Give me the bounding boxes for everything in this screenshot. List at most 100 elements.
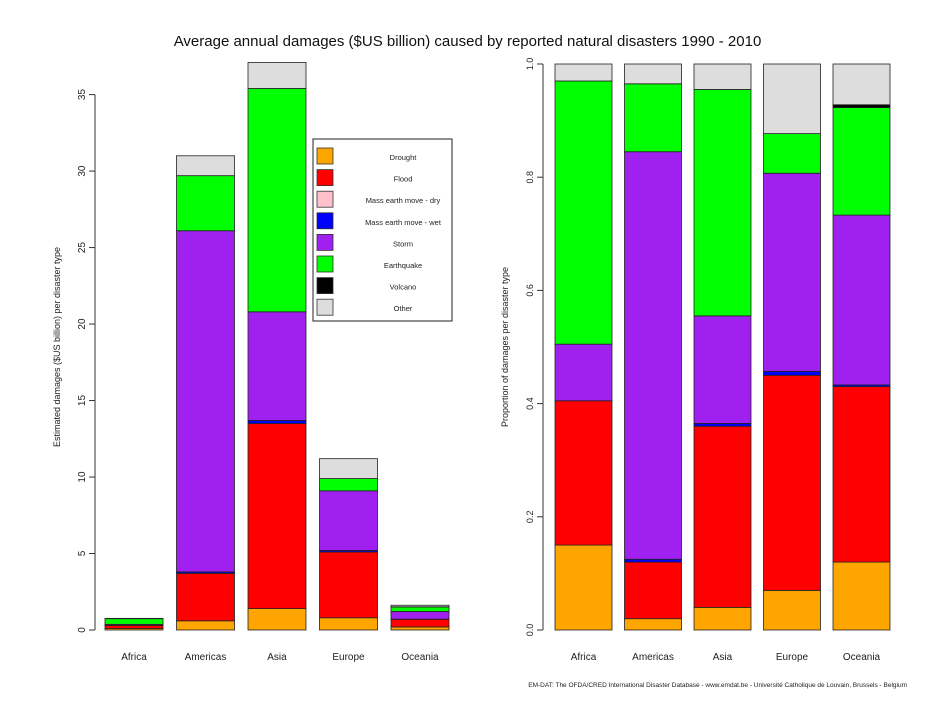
y-tick-label: 15 [77,395,88,407]
bar-segment-africa-earthquake [104,618,164,625]
bar-segment-africa-flood [554,400,613,546]
bar-segment-asia-flood [247,423,307,609]
legend-swatch-drought [316,147,334,165]
bar-segment-oceania-drought [832,561,891,631]
bar-segment-oceania-earthquake [832,107,891,216]
x-tick-label: Americas [185,652,227,663]
legend-swatch-storm [316,233,334,251]
bar-segment-asia-storm [693,315,752,424]
bar-segment-europe-storm [319,490,378,551]
bar-segment-americas-other [176,155,235,177]
bar-segment-europe-drought [319,617,378,631]
x-tick-label: Europe [776,652,809,663]
legend-swatch-mass-earth-move-dry [316,190,334,208]
y-tick-label: 0 [77,627,88,633]
legend-label-earthquake: Earthquake [384,261,422,270]
bar-segment-europe-flood [763,374,821,591]
y-tick-label: 35 [77,89,88,101]
y-tick-label: 0.6 [525,284,535,297]
bar-segment-europe-earthquake [319,478,378,492]
bar-segment-asia-other [693,63,752,90]
legend-label-mass-earth-move-wet: Mass earth move - wet [365,218,442,227]
x-tick-label: Oceania [843,652,881,663]
bar-segment-oceania-storm [832,214,891,386]
legend-swatch-earthquake [316,255,334,273]
bar-segment-asia-drought [693,606,752,631]
bar-segment-americas-other [624,63,682,85]
x-tick-label: Europe [332,652,365,663]
x-tick-label: Asia [267,652,287,663]
bar-segment-americas-mass-earth-move-wet [624,558,682,563]
legend-label-flood: Flood [394,175,413,184]
legend-swatch-other [316,298,334,316]
legend-swatch-mass-earth-move-wet [316,212,334,230]
bar-segment-oceania-other [390,604,450,608]
bar-segment-europe-other [763,63,821,135]
chart-panel-2: 0.0 0.2 0.4 0.6 0.8 1.0 Proportion of damages … [500,58,891,663]
bar-segment-asia-drought [247,608,307,631]
bar-segment-americas-drought [176,620,235,631]
bar-segment-asia-mass-earth-move-wet [693,423,752,427]
legend-label-other: Other [394,304,413,313]
bar-segment-americas-earthquake [624,83,682,153]
chart-title: Average annual damages ($US billion) cau… [173,33,762,50]
bar-segment-oceania-earthquake [390,606,450,612]
bar-segment-europe-other [319,458,378,479]
bar-segment-asia-flood [693,425,752,608]
bar-segment-africa-drought [554,544,613,631]
bar-segment-asia-storm [247,311,307,421]
bar-segment-europe-flood [319,551,378,619]
y-tick-label: 10 [77,471,88,483]
x-tick-label: Africa [121,652,147,663]
bar-segment-americas-storm [176,230,235,573]
y-tick-label: 25 [77,242,88,254]
bar-segment-asia-mass-earth-move-wet [247,420,307,424]
x-tick-label: Oceania [401,652,439,663]
bar-segment-oceania-flood [390,618,450,628]
legend-label-mass-earth-move-dry: Mass earth move - dry [366,196,441,205]
bar-segment-oceania-storm [390,611,450,620]
bar-segment-americas-storm [624,151,682,560]
y-tick-label: 20 [77,318,88,330]
legend-swatch-volcano [316,277,334,295]
bar-segment-africa-earthquake [554,80,613,345]
legend-box [312,138,453,322]
bar-segment-africa-storm [554,343,613,402]
bar-segment-oceania-other [832,63,891,106]
bar-segment-americas-drought [624,618,682,631]
y-axis-label: Estimated damages ($US billion) per disa… [52,247,62,447]
x-tick-label: Africa [571,652,597,663]
x-tick-label: Asia [713,652,733,663]
y-tick-label: 1.0 [525,58,535,71]
y-tick-label: 0.2 [525,511,535,524]
x-tick-label: Americas [632,652,674,663]
y-tick-label: 0.4 [525,397,535,410]
bar-segment-africa-flood [104,625,164,629]
bar-segment-oceania-drought [390,626,450,631]
bar-segment-asia-earthquake [693,89,752,317]
y-tick-label: 30 [77,165,88,177]
legend-label-drought: Drought [390,153,418,162]
chart-panel-1: 0 5 10 15 20 25 30 35 Estimated damages ($US bil… [52,62,450,663]
bar-segment-europe-mass-earth-move-wet [763,370,821,376]
bar-segment-asia-other [247,62,307,89]
y-tick-label: 0.0 [525,624,535,637]
legend-label-volcano: Volcano [390,283,417,292]
bar-segment-africa-other [554,63,613,82]
bar-segment-europe-earthquake [763,133,821,174]
legend-swatch-flood [316,169,334,187]
bar-segment-asia-earthquake [247,88,307,313]
legend: Drought Flood Mass earth move - dry Mass ea… [312,138,453,322]
y-tick-label: 0.8 [525,171,535,184]
y-tick-label: 5 [77,550,88,556]
bar-segment-americas-flood [624,561,682,620]
y-axis-label: Proportion of damages per disaster type [500,267,510,427]
bar-segment-oceania-flood [832,386,891,563]
legend-label-storm: Storm [393,239,413,248]
bar-segment-oceania-volcano [832,104,891,108]
bar-segment-europe-drought [763,589,821,631]
source-note: EM-DAT: The OFDA/CRED International Disa… [528,682,907,689]
bar-segment-americas-earthquake [176,175,235,232]
